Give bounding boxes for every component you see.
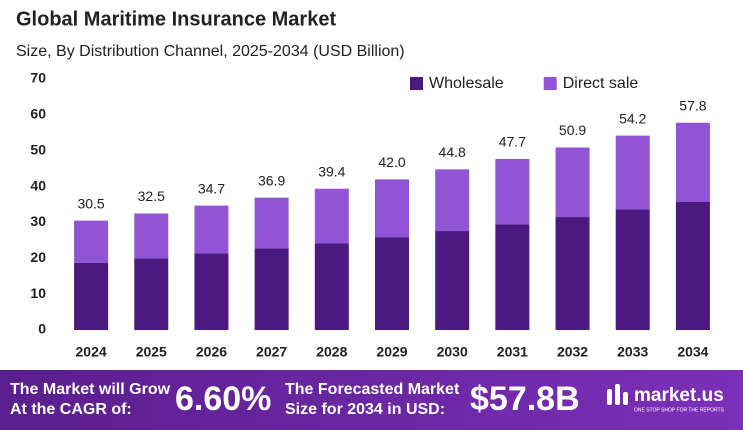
x-tick-label: 2031 [497,344,528,360]
cagr-label: The Market will Grow [10,381,171,398]
x-tick-label: 2029 [376,344,407,360]
total-label: 34.7 [198,180,225,196]
total-label: 44.8 [439,144,466,160]
bar-segment [314,188,349,244]
y-tick-label: 70 [30,70,46,86]
chart-subtitle: Size, By Distribution Channel, 2025-2034… [16,43,405,60]
cagr-label: At the CAGR of: [10,401,132,418]
x-tick-label: 2026 [196,344,227,360]
y-tick-label: 60 [30,106,46,122]
total-label: 47.7 [499,134,526,150]
bar-segment [134,258,169,330]
x-tick-label: 2030 [437,344,468,360]
bar-segment [555,217,590,330]
bar-segment [615,209,650,330]
y-tick-label: 50 [30,141,46,157]
y-tick-label: 10 [30,285,46,301]
forecast-label: The Forecasted Market [285,381,460,398]
bar-segment [435,231,470,330]
brand-logo [607,384,628,405]
y-tick-label: 20 [30,249,46,265]
brand-tagline: ONE STOP SHOP FOR THE REPORTS [634,407,725,413]
chart-title: Global Maritime Insurance Market [16,8,336,30]
total-label: 39.4 [318,163,345,179]
bar-segment [74,262,109,330]
bar-segment [675,201,710,330]
bar-segment [254,248,289,330]
x-tick-label: 2034 [677,344,708,360]
total-label: 57.8 [679,97,706,113]
bar-segment [375,237,409,330]
legend-swatch [543,77,557,90]
x-tick-label: 2028 [316,344,347,360]
x-tick-label: 2025 [136,344,167,360]
total-label: 42.0 [378,154,405,170]
bar-segment [555,147,590,218]
bar-segment [194,205,229,254]
bar-segment [495,158,530,225]
bar-segment [675,122,710,202]
y-tick-label: 40 [30,177,46,193]
brand: market.us [634,385,724,406]
bar-segment [134,213,169,259]
forecast-label: Size for 2034 in USD: [285,401,445,418]
bar-segment [314,243,349,330]
total-label: 30.5 [77,195,104,211]
legend-label: Wholesale [429,75,504,92]
bar-segment [74,220,109,263]
total-label: 54.2 [619,110,646,126]
y-tick-label: 0 [38,321,46,337]
x-tick-label: 2033 [617,344,648,360]
x-tick-label: 2027 [256,344,287,360]
bar-segment [194,253,229,330]
legend-label: Direct sale [563,75,639,92]
total-label: 36.9 [258,172,285,188]
cagr-value: 6.60% [175,380,271,418]
x-tick-label: 2032 [557,344,588,360]
bar-segment [495,224,530,330]
total-label: 50.9 [559,122,586,138]
y-tick-label: 30 [30,213,46,229]
bar-segment [254,197,289,249]
forecast-value: $57.8B [470,380,580,418]
footer-banner [0,370,743,430]
total-label: 32.5 [138,188,165,204]
bar-segment [375,179,409,238]
bar-segment [435,169,470,232]
bar-segment [615,135,650,210]
legend-swatch [410,77,423,90]
x-tick-label: 2024 [76,344,107,360]
